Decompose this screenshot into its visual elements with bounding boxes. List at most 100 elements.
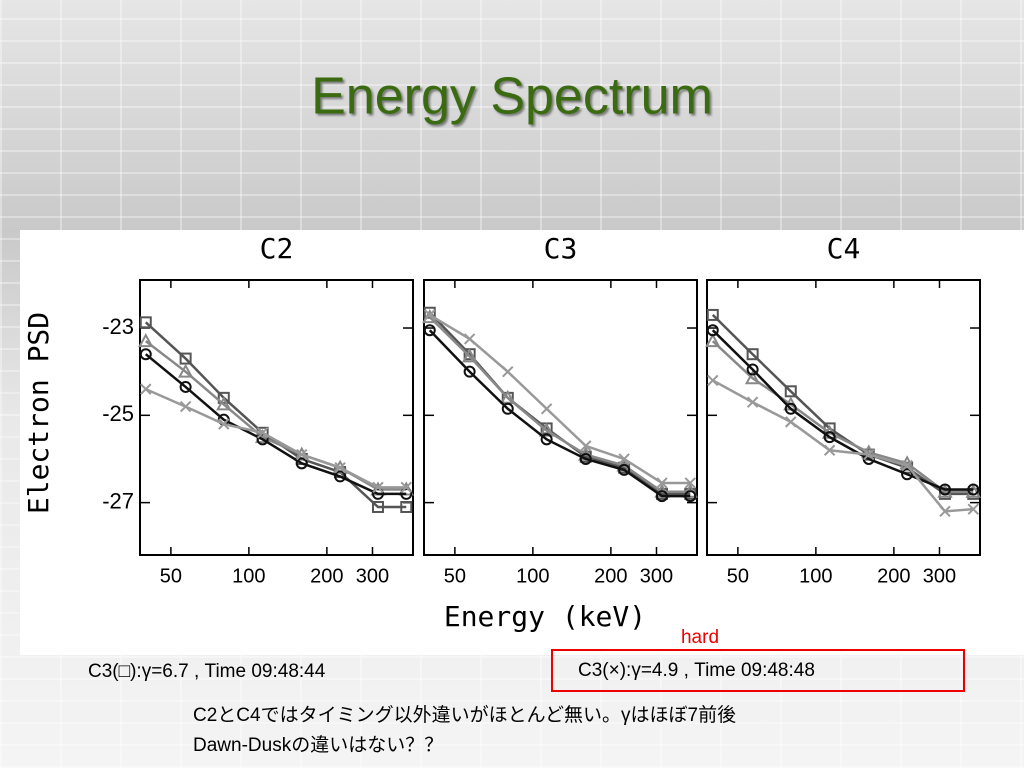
marker <box>580 440 592 452</box>
marker <box>684 477 696 489</box>
marker <box>501 402 514 415</box>
marker <box>400 500 413 513</box>
marker <box>540 403 553 415</box>
plot-frame <box>706 279 981 556</box>
marker <box>706 324 719 337</box>
x-tick-label: 50 <box>444 565 466 587</box>
comment: Dawn-Duskの違いはない？？ <box>193 734 443 756</box>
marker <box>784 385 797 398</box>
x-axis-label: Energy (keV) <box>444 600 646 633</box>
marker <box>372 481 384 494</box>
marker <box>424 309 436 321</box>
marker <box>216 396 232 411</box>
note: C3(×):γ=4.9 , Time 09:48:48 <box>578 660 815 681</box>
marker <box>684 490 697 503</box>
marker <box>655 490 668 503</box>
y-tick-label: -27 <box>102 488 134 513</box>
marker <box>423 324 436 337</box>
marker <box>461 348 478 363</box>
comment: C2とC4ではタイミング以外違いがほとんど無い。γはほぼ7前後 <box>193 704 736 726</box>
marker <box>784 402 797 415</box>
marker <box>371 487 384 500</box>
series-line <box>711 329 974 491</box>
marker <box>138 333 154 348</box>
y-tick-label: -25 <box>102 401 134 426</box>
marker <box>618 453 630 465</box>
series-line <box>429 313 691 485</box>
slide-title: Energy Spectrum <box>311 68 713 126</box>
x-tick-label: 200 <box>594 565 627 587</box>
marker <box>179 400 192 413</box>
x-tick-label: 50 <box>160 565 182 587</box>
series-line <box>428 329 691 498</box>
panel-title: C2 <box>260 232 294 265</box>
marker <box>177 363 194 378</box>
y-axis-label: Electron PSD <box>22 312 55 514</box>
marker <box>706 308 719 321</box>
marker <box>502 365 514 378</box>
marker <box>967 483 980 496</box>
marker <box>400 481 412 494</box>
marker <box>139 348 152 361</box>
marker <box>296 448 308 461</box>
chart-area <box>20 230 1024 655</box>
marker <box>901 459 913 472</box>
marker <box>334 461 346 474</box>
x-tick-label: 200 <box>310 565 343 587</box>
marker <box>863 448 875 461</box>
panel-title: C3 <box>544 232 578 265</box>
marker <box>785 416 797 428</box>
marker <box>823 444 836 456</box>
plot-frame <box>139 279 414 556</box>
marker <box>179 352 192 365</box>
marker <box>579 452 592 465</box>
x-tick-label: 100 <box>232 565 265 587</box>
plot-frame <box>423 279 698 556</box>
x-tick-label: 300 <box>640 565 673 587</box>
marker <box>371 500 384 513</box>
x-tick-label: 100 <box>516 565 549 587</box>
marker <box>463 333 476 345</box>
marker <box>540 433 553 446</box>
marker <box>538 422 555 437</box>
series-line <box>145 387 407 489</box>
x-tick-label: 300 <box>923 565 956 587</box>
annotation: hard <box>681 627 719 648</box>
marker <box>937 483 953 498</box>
y-tick-label: -23 <box>102 314 134 339</box>
marker <box>823 431 836 444</box>
marker <box>618 463 631 476</box>
marker <box>705 333 721 348</box>
marker <box>939 505 951 518</box>
x-tick-label: 300 <box>356 565 389 587</box>
marker <box>901 468 914 481</box>
marker <box>140 383 152 395</box>
marker <box>746 363 759 376</box>
marker <box>746 348 759 361</box>
series-line <box>428 316 691 493</box>
highlight-box <box>551 649 965 692</box>
marker <box>744 370 761 385</box>
series-line <box>712 379 974 513</box>
marker <box>256 433 269 446</box>
marker <box>400 487 413 500</box>
note: C3(□):γ=6.7 , Time 09:48:44 <box>88 661 326 682</box>
marker <box>656 477 668 489</box>
marker <box>746 396 759 408</box>
x-tick-label: 100 <box>799 565 832 587</box>
marker <box>463 365 476 378</box>
marker <box>707 374 719 387</box>
marker <box>139 316 152 329</box>
marker <box>179 380 192 393</box>
marker <box>256 427 269 439</box>
x-tick-label: 50 <box>727 565 749 587</box>
panel-title: C4 <box>827 232 861 265</box>
series-line <box>144 353 407 496</box>
marker <box>295 457 308 470</box>
marker <box>334 470 347 483</box>
marker <box>938 483 951 496</box>
marker <box>965 483 981 498</box>
marker <box>967 503 979 515</box>
